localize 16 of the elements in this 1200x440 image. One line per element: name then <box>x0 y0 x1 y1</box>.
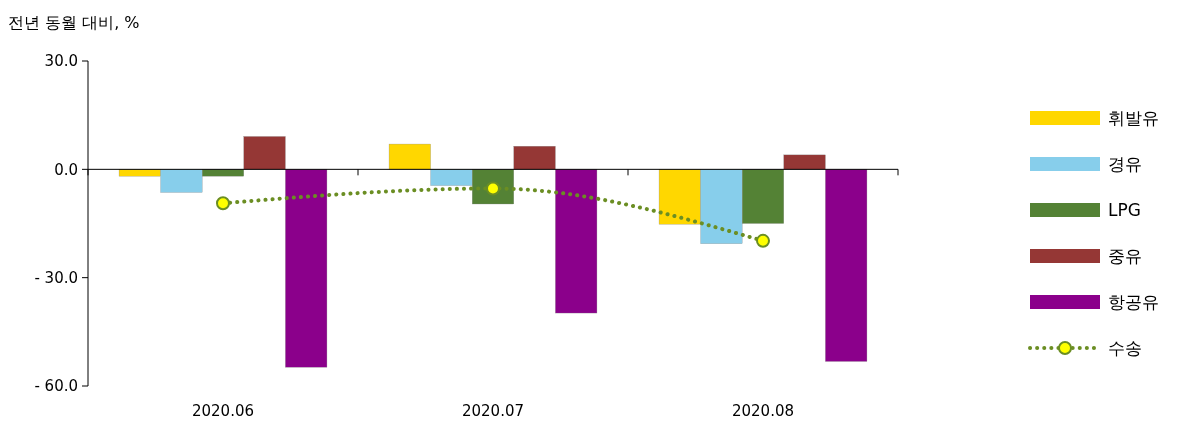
legend-label: 수송 <box>1108 337 1142 358</box>
y-tick-label: 30.0 <box>44 52 78 71</box>
x-tick-label: 2020.06 <box>191 402 255 420</box>
y-tick-label: - 30.0 <box>34 268 78 287</box>
legend-label: 경유 <box>1108 153 1142 174</box>
point <box>216 196 230 211</box>
legend-label: LPG <box>1108 199 1141 220</box>
legend-label: 중유 <box>1108 245 1142 266</box>
legend-label: 항공유 <box>1108 291 1159 312</box>
point <box>756 233 770 248</box>
y-tick-label: 0.0 <box>54 160 78 179</box>
y-tick-label: - 60.0 <box>34 377 78 396</box>
x-tick-label: 2020.07 <box>461 402 525 420</box>
x-tick-label: 2020.08 <box>731 402 795 420</box>
legend-label: 휘발유 <box>1108 107 1159 128</box>
y-axis-title: 전년 동월 대비, % <box>8 13 140 32</box>
